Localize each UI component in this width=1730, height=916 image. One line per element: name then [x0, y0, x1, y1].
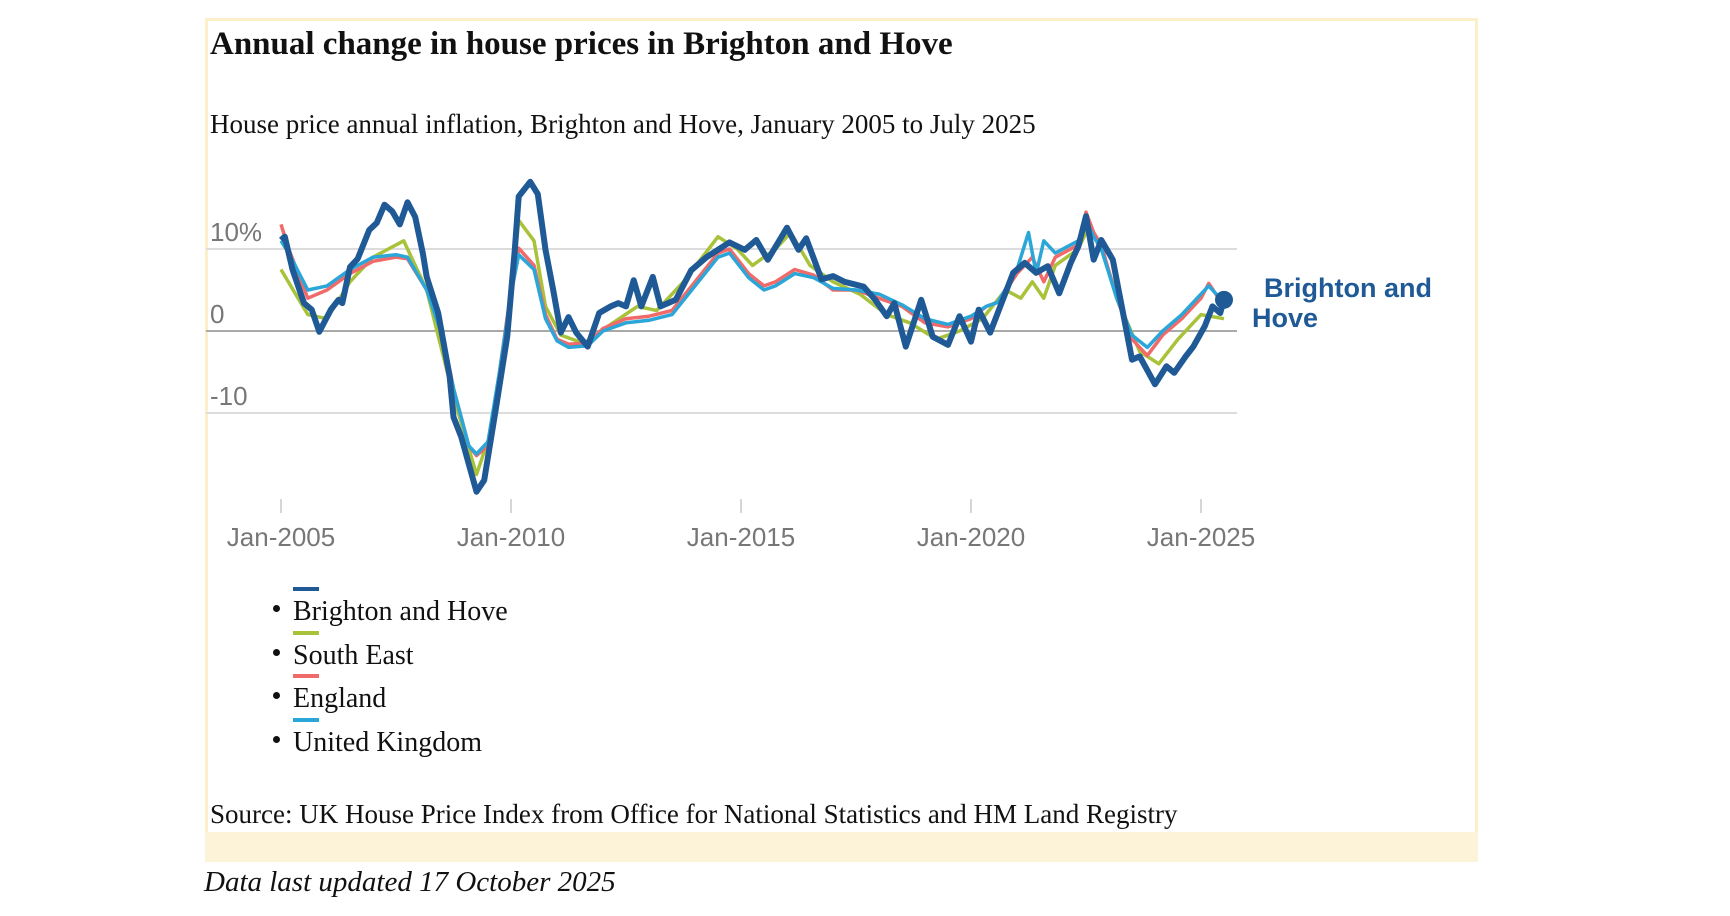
- legend-label: United Kingdom: [293, 726, 482, 758]
- series-label-line1: Brighton and: [1264, 273, 1432, 303]
- series-lines: [279, 178, 1233, 495]
- series-label-line2: Hove: [1252, 303, 1318, 333]
- chart-container: [205, 18, 1478, 861]
- x-tick-label: Jan-2010: [457, 522, 565, 552]
- x-tick-label: Jan-2005: [227, 522, 335, 552]
- y-axis: 10% 0 -10: [210, 217, 262, 411]
- y-tick-label: 10%: [210, 217, 262, 247]
- x-tick-label: Jan-2015: [687, 522, 795, 552]
- bullet-icon: [273, 605, 280, 612]
- legend-label: England: [293, 683, 387, 714]
- x-axis: Jan-2005 Jan-2010 Jan-2015 Jan-2020 Jan-2025: [227, 499, 1255, 552]
- legend-label: South East: [293, 639, 414, 671]
- legend-label: Brighton and Hove: [293, 596, 508, 627]
- chart-title: Annual change in house prices in Brighto…: [210, 26, 953, 62]
- bullet-icon: [273, 735, 280, 743]
- gridlines: [206, 248, 1237, 414]
- x-tick-label: Jan-2025: [1147, 522, 1255, 552]
- last-updated-note: Data last updated 17 October 2025: [204, 866, 616, 898]
- end-point-marker: [1215, 290, 1233, 309]
- x-tick-label: Jan-2020: [917, 522, 1025, 552]
- legend-swatch: [293, 587, 319, 591]
- legend-swatch: [293, 717, 319, 722]
- chart-subtitle: House price annual inflation, Brighton a…: [210, 109, 1036, 139]
- source-note: Source: UK House Price Index from Office…: [210, 799, 1178, 829]
- legend-swatch: [293, 674, 319, 678]
- legend-swatch: [293, 630, 319, 635]
- series-line-brighton-and-hove: [279, 178, 1227, 495]
- y-tick-label: 0: [210, 299, 224, 329]
- bullet-icon: [273, 648, 280, 656]
- bullet-icon: [273, 692, 280, 699]
- chart-footer-band: [205, 832, 1478, 862]
- y-tick-label: -10: [210, 381, 248, 411]
